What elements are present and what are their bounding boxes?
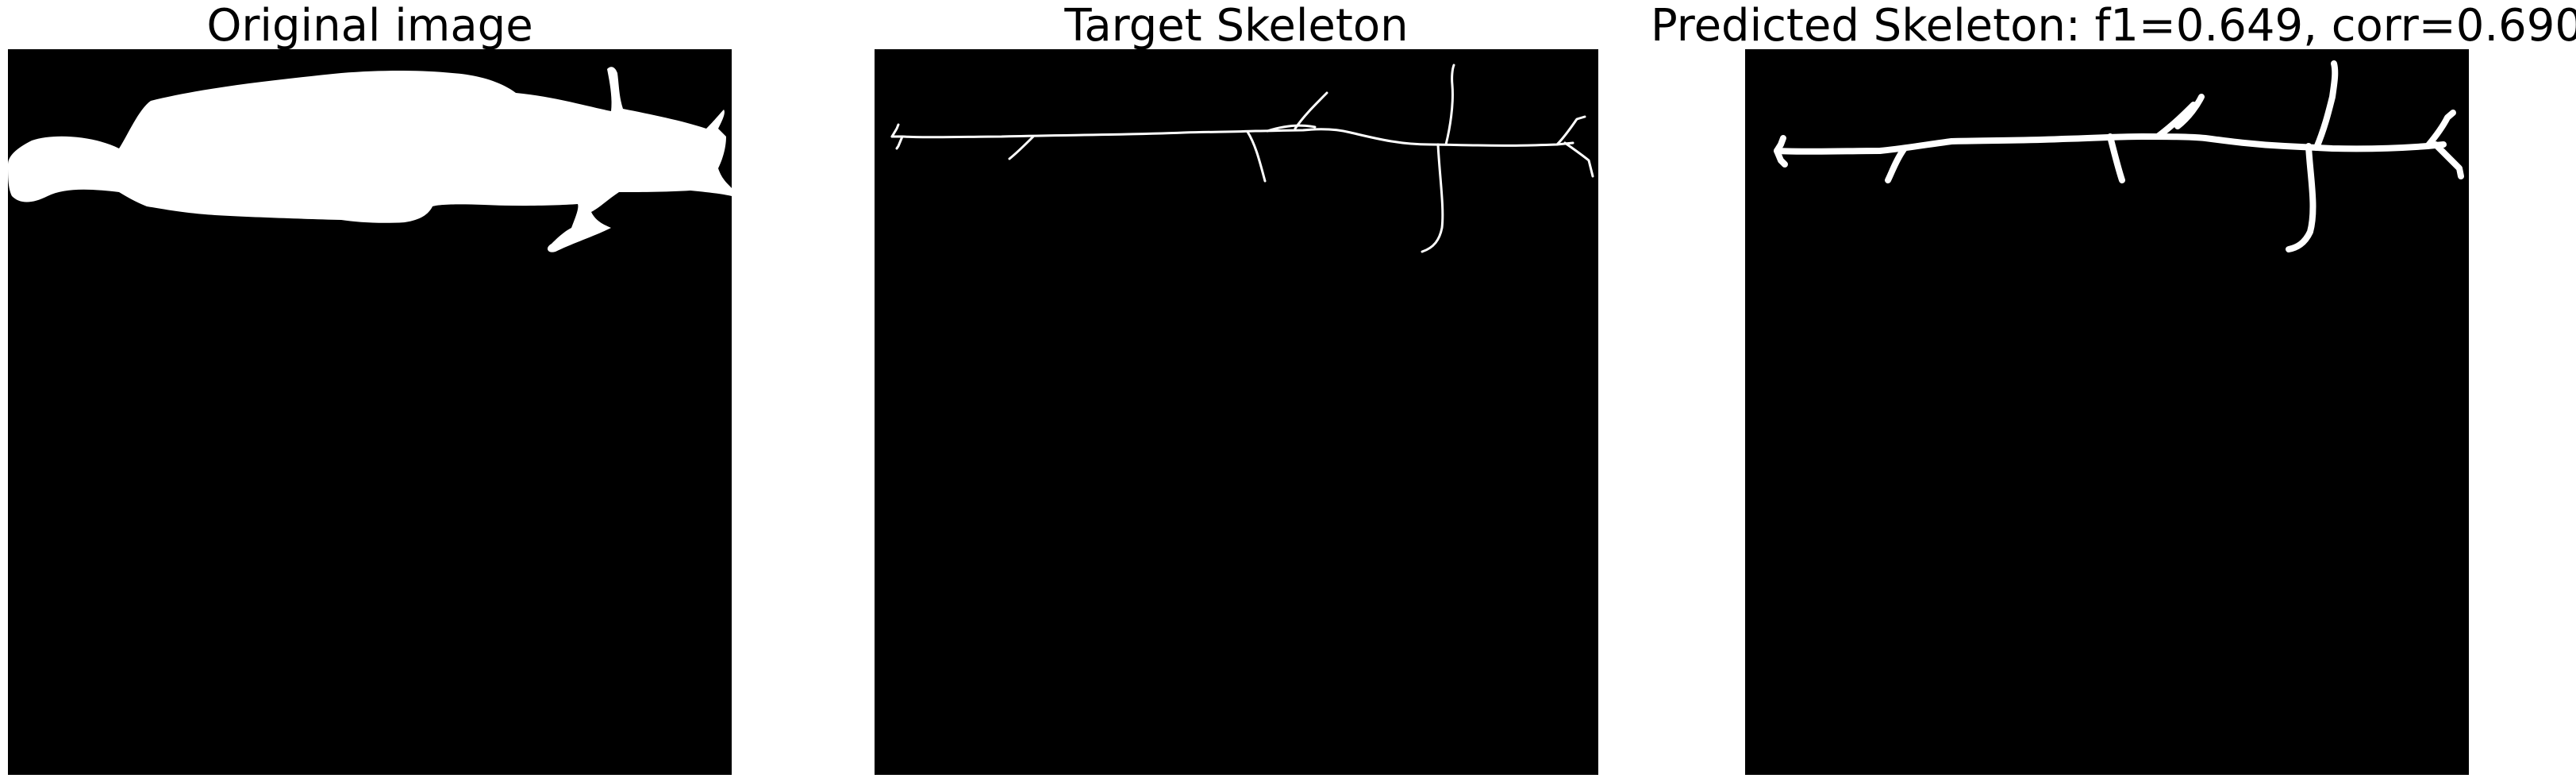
target-skeleton-lines xyxy=(890,64,1594,253)
target-right-fork-up xyxy=(1555,115,1586,146)
predicted-junction-up xyxy=(2155,102,2197,140)
panel-original: Original image xyxy=(0,0,794,782)
target-skeleton-canvas xyxy=(875,49,1598,775)
panel-title-target: Target Skeleton xyxy=(1064,0,1409,52)
target-branch-a xyxy=(1008,135,1035,160)
panel-title-original: Original image xyxy=(206,0,533,52)
predicted-branch-up-right xyxy=(2174,94,2205,129)
predicted-left-fork-bottom xyxy=(1774,148,1788,168)
panel-target: Target Skeleton xyxy=(863,0,1657,782)
predicted-skeleton-canvas xyxy=(1745,49,2469,775)
target-left-fork-bottom xyxy=(895,135,904,150)
predicted-main-branch xyxy=(1774,133,2447,155)
predicted-branch-down xyxy=(2286,143,2316,252)
target-left-fork-top xyxy=(890,123,900,138)
fish-silhouette-mask xyxy=(8,67,732,252)
target-junction-up xyxy=(1266,124,1317,133)
panel-title-predicted: Predicted Skeleton: f1=0.649, corr=0.690 xyxy=(1651,0,2576,52)
target-branch-up-right xyxy=(1294,91,1328,130)
target-right-fork-down xyxy=(1563,141,1594,178)
original-image-canvas xyxy=(8,49,732,775)
predicted-branch-vertical xyxy=(2313,60,2339,151)
predicted-right-fork-up xyxy=(2424,110,2456,149)
predicted-right-fork-down xyxy=(2432,141,2464,179)
target-branch-b xyxy=(1246,130,1267,183)
target-main-branch xyxy=(890,128,1574,147)
target-branch-down xyxy=(1421,143,1444,253)
target-skeleton-svg xyxy=(890,64,1594,253)
original-mask-svg xyxy=(8,67,732,252)
predicted-skeleton-svg xyxy=(1774,60,2464,252)
predicted-branch-a xyxy=(1885,146,1907,183)
target-branch-vertical xyxy=(1444,64,1455,146)
predicted-skeleton-lines xyxy=(1774,60,2464,252)
predicted-branch-b xyxy=(2107,133,2125,183)
panel-predicted: Predicted Skeleton: f1=0.649, corr=0.690 xyxy=(1651,0,2576,782)
